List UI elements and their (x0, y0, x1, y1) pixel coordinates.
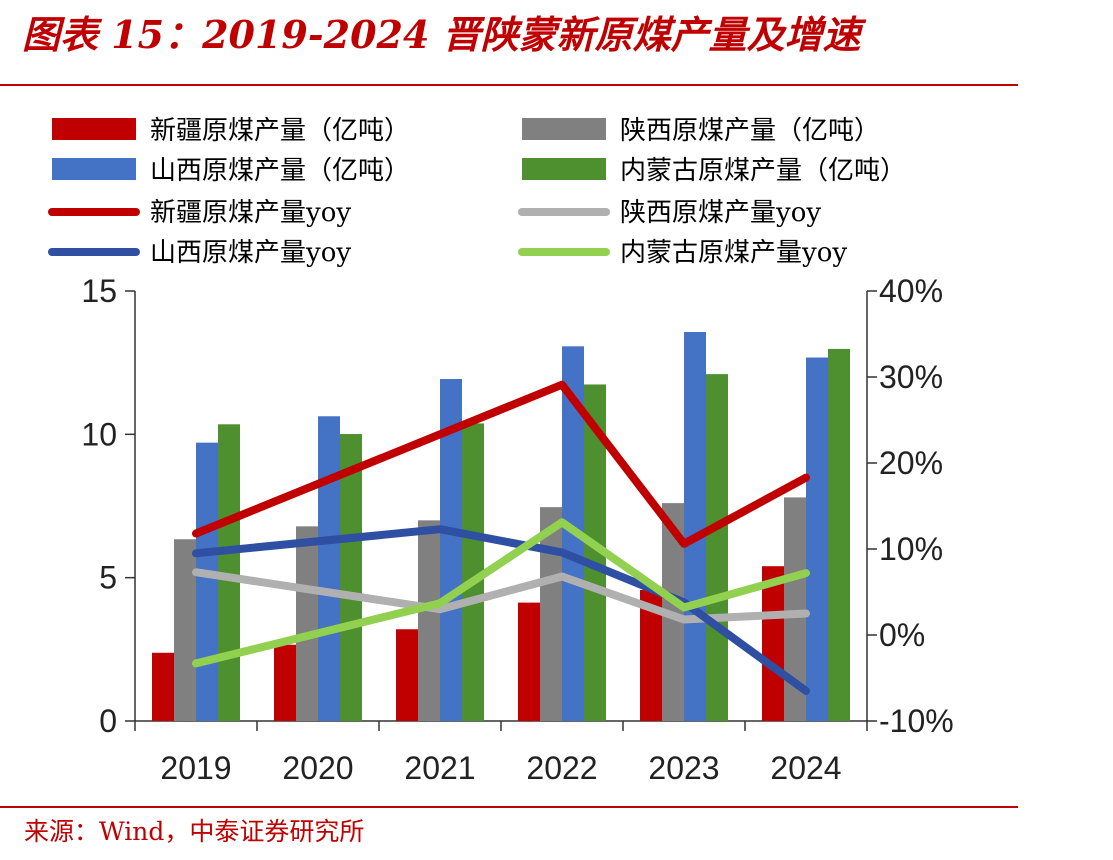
x-tick-label: 2022 (526, 750, 597, 786)
bar (706, 374, 728, 721)
legend-label: 内蒙古原煤产量yoy (620, 238, 847, 268)
bar (540, 507, 562, 721)
y-left-tick-label: 5 (99, 560, 117, 596)
bar (218, 424, 240, 721)
source-note: 来源：Wind，中泰证券研究所 (24, 817, 365, 846)
legend-label: 新疆原煤产量（亿吨） (150, 116, 410, 146)
y-right-tick-label: -10% (879, 703, 954, 739)
y-right-tick-label: 10% (879, 531, 943, 567)
x-tick-label: 2024 (770, 750, 841, 786)
y-right-tick-label: 0% (879, 617, 925, 653)
legend-swatch-bar (522, 158, 606, 180)
legend-swatch-bar (522, 118, 606, 140)
bar (152, 652, 174, 721)
bar (418, 520, 440, 721)
footer-rule (0, 806, 1018, 808)
y-right-tick-label: 30% (879, 359, 943, 395)
bar (640, 589, 662, 721)
bar (518, 602, 540, 721)
bar (440, 379, 462, 721)
bar (762, 566, 784, 721)
legend-label: 山西原煤产量yoy (150, 238, 351, 268)
legend-label: 山西原煤产量（亿吨） (150, 156, 410, 186)
x-tick-label: 2020 (282, 750, 353, 786)
bar (296, 526, 318, 721)
y-left-tick-label: 10 (81, 416, 117, 452)
x-tick-label: 2021 (404, 750, 475, 786)
bar (684, 331, 706, 721)
y-left-tick-label: 0 (99, 703, 117, 739)
bar (274, 644, 296, 721)
bar (584, 384, 606, 721)
legend-label: 内蒙古原煤产量（亿吨） (620, 156, 906, 186)
series-line (192, 525, 810, 695)
series-line (192, 568, 810, 624)
y-right-tick-label: 40% (879, 273, 943, 309)
y-left-tick-label: 15 (81, 273, 117, 309)
bar (784, 497, 806, 721)
legend-swatch-bar (52, 118, 136, 140)
series-line (192, 518, 810, 668)
y-right-tick-label: 20% (879, 445, 943, 481)
legend-label: 新疆原煤产量yoy (150, 198, 351, 228)
legend-swatch-bar (52, 158, 136, 180)
bar (806, 357, 828, 721)
series-line (192, 380, 810, 548)
title-rule (0, 84, 1018, 86)
legend-label: 陕西原煤产量（亿吨） (620, 116, 880, 146)
bar (462, 423, 484, 721)
legend-label: 陕西原煤产量yoy (620, 198, 821, 228)
x-tick-label: 2023 (648, 750, 719, 786)
bar (318, 416, 340, 721)
chart-title: 图表 15：2019-2024 晋陕蒙新原煤产量及增速 (22, 12, 861, 57)
bar (196, 442, 218, 721)
bar (340, 434, 362, 721)
bar (174, 539, 196, 721)
x-tick-label: 2019 (160, 750, 231, 786)
bar (396, 629, 418, 721)
bar (828, 348, 850, 721)
